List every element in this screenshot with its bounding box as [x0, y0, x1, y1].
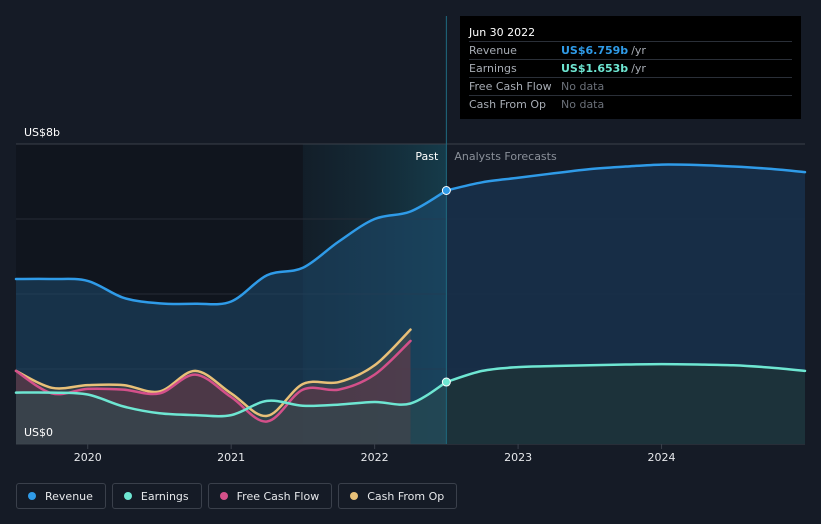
tooltip-date: Jun 30 2022 [469, 26, 536, 39]
cash-from-op-line [14, 328, 412, 418]
legend-label: Earnings [140, 489, 189, 503]
legend-item-revenue[interactable]: Revenue [16, 483, 106, 509]
legend-item-cash-from-op[interactable]: Cash From Op [338, 483, 458, 509]
earnings-marker[interactable] [441, 377, 451, 387]
y-axis-top-label: US$8b [24, 126, 60, 139]
tooltip-row-value: No data [561, 80, 605, 93]
legend-dot-icon [219, 492, 228, 500]
tooltip-row-cash-from-op: Cash From Op No data [469, 95, 792, 113]
tooltip-row-earnings: Earnings US$1.653b/yr [469, 59, 792, 77]
x-tick-label: 2022 [361, 451, 389, 464]
earnings-forecast-area [446, 364, 805, 444]
tooltip-row-unit: /yr [631, 44, 646, 57]
legend: Revenue Earnings Free Cash Flow Cash From O… [16, 483, 458, 509]
tooltip-row-label: Free Cash Flow [469, 80, 552, 93]
tooltip-row-label: Cash From Op [469, 98, 547, 111]
revenue-area [16, 190, 447, 444]
tooltip-row-unit: /yr [631, 62, 646, 75]
past-label: Past [415, 150, 439, 163]
revenue-line [14, 189, 448, 306]
revenue-marker[interactable] [441, 186, 451, 195]
tooltip-row-free-cash-flow: Free Cash Flow No data [469, 77, 792, 95]
x-tick-label: 2023 [504, 451, 532, 464]
legend-dot-icon [123, 492, 132, 500]
earnings-line [14, 380, 448, 418]
tooltip-row-value: US$1.653b [561, 62, 629, 75]
legend-label: Revenue [45, 489, 93, 503]
legend-item-earnings[interactable]: Earnings [111, 483, 202, 509]
x-tick-label: 2024 [648, 451, 676, 464]
earnings-area [16, 382, 447, 444]
tooltip-row-value: No data [561, 98, 605, 111]
revenue-forecast-line [445, 163, 807, 192]
free-cash-flow-line [14, 339, 412, 423]
x-axis-ticks: 2020 2021 2022 2023 2024 [74, 444, 676, 464]
legend-item-free-cash-flow[interactable]: Free Cash Flow [207, 483, 333, 509]
earnings-forecast-line [445, 362, 807, 384]
forecast-label: Analysts Forecasts [454, 150, 557, 163]
x-tick-label: 2021 [217, 451, 245, 464]
tooltip-row-label: Earnings [469, 62, 517, 75]
legend-label: Free Cash Flow [236, 489, 320, 503]
x-tick-label: 2020 [74, 451, 102, 464]
tooltip-row-revenue: Revenue US$6.759b/yr [469, 41, 792, 59]
series-areas [16, 164, 805, 444]
tooltip-row-label: Revenue [469, 44, 517, 57]
series-markers [441, 186, 451, 387]
y-axis-bottom-label: US$0 [24, 426, 53, 439]
legend-dot-icon [350, 492, 359, 500]
legend-label: Cash From Op [367, 489, 445, 503]
legend-dot-icon [28, 492, 36, 500]
series-lines [14, 163, 807, 423]
tooltip: Jun 30 2022 Revenue US$6.759b/yr Earnings U… [460, 16, 801, 119]
tooltip-row-value: US$6.759b [561, 44, 629, 57]
